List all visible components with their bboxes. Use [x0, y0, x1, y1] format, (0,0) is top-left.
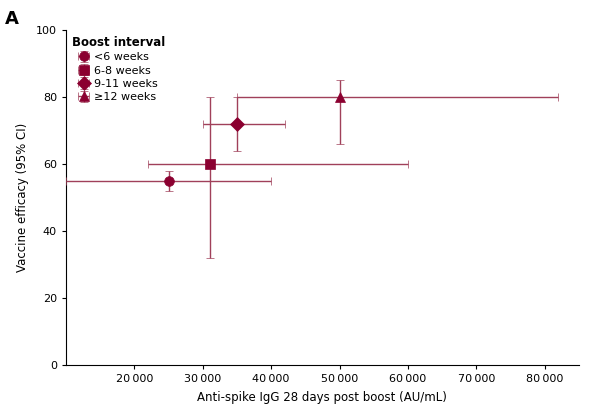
X-axis label: Anti-spike IgG 28 days post boost (AU/mL): Anti-spike IgG 28 days post boost (AU/mL… [198, 391, 447, 404]
Legend: <6 weeks, 6-8 weeks, 9-11 weeks, ≥12 weeks: <6 weeks, 6-8 weeks, 9-11 weeks, ≥12 wee… [69, 34, 167, 105]
Text: A: A [5, 10, 18, 28]
Y-axis label: Vaccine efficacy (95% CI): Vaccine efficacy (95% CI) [16, 123, 29, 272]
